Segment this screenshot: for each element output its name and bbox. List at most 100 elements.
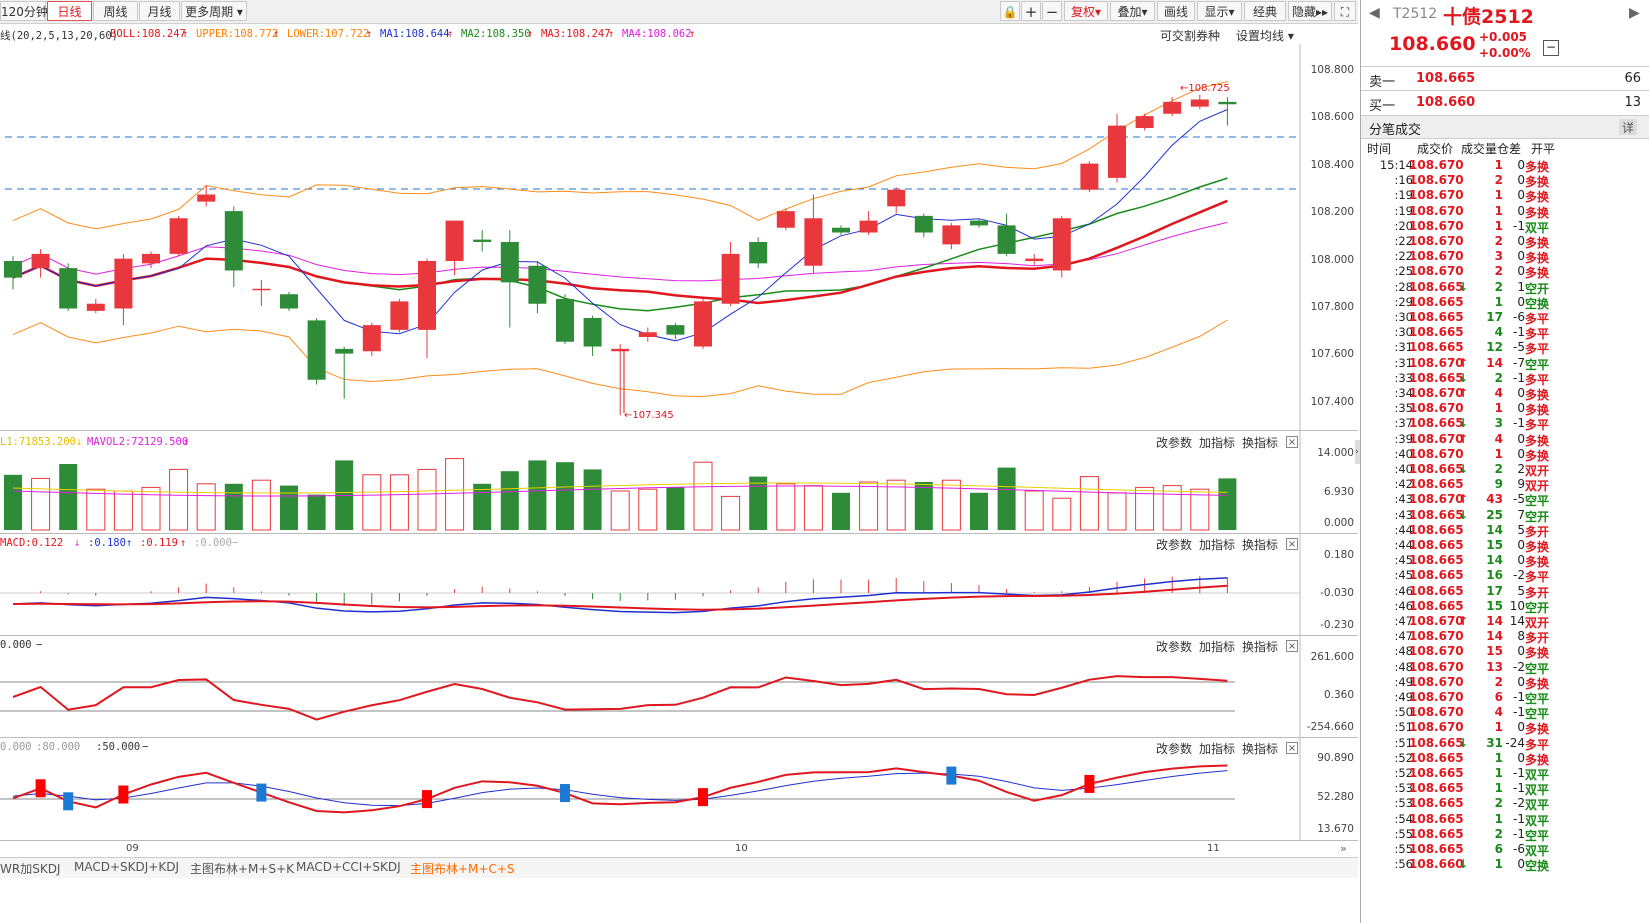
close-icon[interactable]: × <box>1286 640 1298 652</box>
macd-swap-indicator-button[interactable]: 换指标 <box>1242 538 1279 552</box>
ma-settings-dropdown[interactable]: 设置均线 ▾ <box>1236 29 1294 43</box>
tick-price: 108.670 <box>1409 492 1464 507</box>
candle <box>280 291 298 311</box>
volume-bar <box>362 474 382 531</box>
ask-volume: 66 <box>1624 71 1641 86</box>
tick-price: 108.670 <box>1409 690 1464 704</box>
candle <box>804 194 823 273</box>
tick-volume: 2 <box>1494 826 1503 841</box>
vol-swap-indicator-button[interactable]: 换指标 <box>1242 436 1279 450</box>
tick-time: :25 <box>1394 264 1413 279</box>
next-contract-icon[interactable]: ▶ <box>1629 5 1640 21</box>
tick-volume: 13 <box>1486 659 1503 674</box>
kdj-cross-marker <box>35 779 46 798</box>
more-periods-dropdown[interactable]: 更多周期 ▾ <box>181 1 247 21</box>
draw-line-button[interactable]: 画线 <box>1157 1 1195 21</box>
tick-volume: 25 <box>1486 507 1503 522</box>
deliverable-bonds-link[interactable]: 可交割券种 <box>1160 29 1221 43</box>
candle <box>500 230 519 328</box>
tab-boll-m-s-k[interactable]: 主图布林+M+S+K <box>190 862 295 876</box>
candle <box>694 299 712 349</box>
macd-edit-params-button[interactable]: 改参数 <box>1156 538 1193 552</box>
volume-bar <box>666 487 685 530</box>
down-arrow-icon: ↓ <box>74 537 81 549</box>
tick-position-change: 0 <box>1517 431 1525 446</box>
tick-type: 多换 <box>1525 403 1550 418</box>
overlay-dropdown[interactable]: 叠加▾ <box>1110 1 1155 21</box>
prev-contract-icon[interactable]: ◀ <box>1369 5 1380 21</box>
period-monthly-tab[interactable]: 月线 <box>139 1 180 21</box>
tick-volume: 1 <box>1494 766 1503 780</box>
tick-price: 108.670 <box>1409 431 1464 446</box>
tick-volume: 1 <box>1494 781 1503 796</box>
tick-type: 多换 <box>1525 676 1550 691</box>
adjust-rights-dropdown[interactable]: 复权▾ <box>1064 1 1108 21</box>
volume-bar <box>1218 478 1237 530</box>
tick-position-change: -1 <box>1513 781 1525 796</box>
tick-price: 108.670 <box>1409 614 1464 628</box>
close-icon[interactable]: × <box>1286 742 1298 754</box>
tick-row: :53 108.665 1 -1 双平 <box>1361 781 1649 797</box>
tick-type: 多平 <box>1525 327 1550 342</box>
kdj-add-indicator-button[interactable]: 加指标 <box>1199 742 1236 756</box>
tab-boll-m-c-s[interactable]: 主图布林+M+C+S <box>410 862 515 876</box>
period-weekly-tab[interactable]: 周线 <box>93 1 138 21</box>
tick-position-change: 0 <box>1517 264 1525 279</box>
vol-edit-params-button[interactable]: 改参数 <box>1156 436 1193 450</box>
tick-direction-icon: ↓ <box>1458 462 1469 476</box>
y-tick: 107.400 <box>1310 396 1354 408</box>
hide-button[interactable]: 隐藏▸▸ <box>1288 1 1332 21</box>
volume-bar <box>1107 492 1127 531</box>
volume-bar <box>556 462 574 530</box>
display-dropdown[interactable]: 显示▾ <box>1197 1 1242 21</box>
candle <box>307 318 326 385</box>
tick-volume: 1 <box>1494 401 1503 416</box>
kline-chart[interactable]: ←108.725 ←107.345 09 10 11 » <box>0 0 1358 857</box>
volume-bar <box>859 481 879 531</box>
kdj-edit-params-button[interactable]: 改参数 <box>1156 742 1193 756</box>
ticks-list[interactable]: 15:14 108.670 1 0 多换:16 108.670 2 0 多换:19 108.670… <box>1361 158 1649 923</box>
zoom-in-icon[interactable]: + <box>1021 1 1041 21</box>
close-icon[interactable]: × <box>1286 436 1298 448</box>
volume-bar <box>224 483 243 530</box>
tick-time: :19 <box>1394 203 1413 218</box>
volume-bar <box>832 492 850 530</box>
tick-position-change: -2 <box>1513 796 1525 811</box>
period-daily-tab[interactable]: 日线 <box>47 1 92 21</box>
tick-row: :48 108.670 13 -2 空平 <box>1361 659 1649 676</box>
bid-price: 108.660 <box>1416 95 1476 110</box>
cci-swap-indicator-button[interactable]: 换指标 <box>1242 640 1279 654</box>
volume-bar <box>1052 497 1072 531</box>
col-time: 时间 <box>1367 142 1392 156</box>
tick-type: 多换 <box>1525 388 1550 402</box>
tick-row: :19 108.670 1 0 多换 <box>1361 188 1649 204</box>
cci-edit-params-button[interactable]: 改参数 <box>1156 640 1193 654</box>
tick-row: :33 108.665 ↓ 2 -1 多平 <box>1361 371 1649 387</box>
bid-volume: 13 <box>1624 95 1641 110</box>
kdj-swap-indicator-button[interactable]: 换指标 <box>1242 742 1279 756</box>
scroll-right-icon[interactable]: » <box>1340 842 1347 855</box>
tab-macd-skdj-kdj[interactable]: MACD+SKDJ+KDJ <box>74 860 179 874</box>
tab-wr-skdj[interactable]: WR加SKDJ <box>0 862 61 876</box>
tick-position-change: -5 <box>1513 492 1525 507</box>
lock-icon[interactable]: 🔒 <box>1000 1 1020 21</box>
fullscreen-icon[interactable]: ⛶ <box>1334 1 1356 21</box>
candle <box>31 249 50 278</box>
tab-macd-cci-skdj[interactable]: MACD+CCI+SKDJ <box>296 860 401 874</box>
tick-time: :52 <box>1394 750 1413 765</box>
close-icon[interactable]: × <box>1286 538 1298 550</box>
period-120min-tab[interactable]: 120分钟 <box>0 1 48 21</box>
panel-collapse-icon[interactable]: › <box>1355 440 1360 464</box>
volume-bar <box>886 479 906 531</box>
tick-direction-icon: ↓ <box>1458 416 1469 431</box>
macd-add-indicator-button[interactable]: 加指标 <box>1199 538 1236 552</box>
tick-row: :19 108.670 1 0 多换 <box>1361 203 1649 220</box>
minimize-icon[interactable]: − <box>1543 40 1559 56</box>
zoom-out-icon[interactable]: − <box>1042 1 1062 21</box>
classic-button[interactable]: 经典 <box>1244 1 1286 21</box>
detail-button[interactable]: 详 <box>1619 119 1637 135</box>
cci-add-indicator-button[interactable]: 加指标 <box>1199 640 1236 654</box>
vol-add-indicator-button[interactable]: 加指标 <box>1199 436 1236 450</box>
kdj-k-line <box>12 764 1228 814</box>
x-label-09: 09 <box>126 843 139 854</box>
